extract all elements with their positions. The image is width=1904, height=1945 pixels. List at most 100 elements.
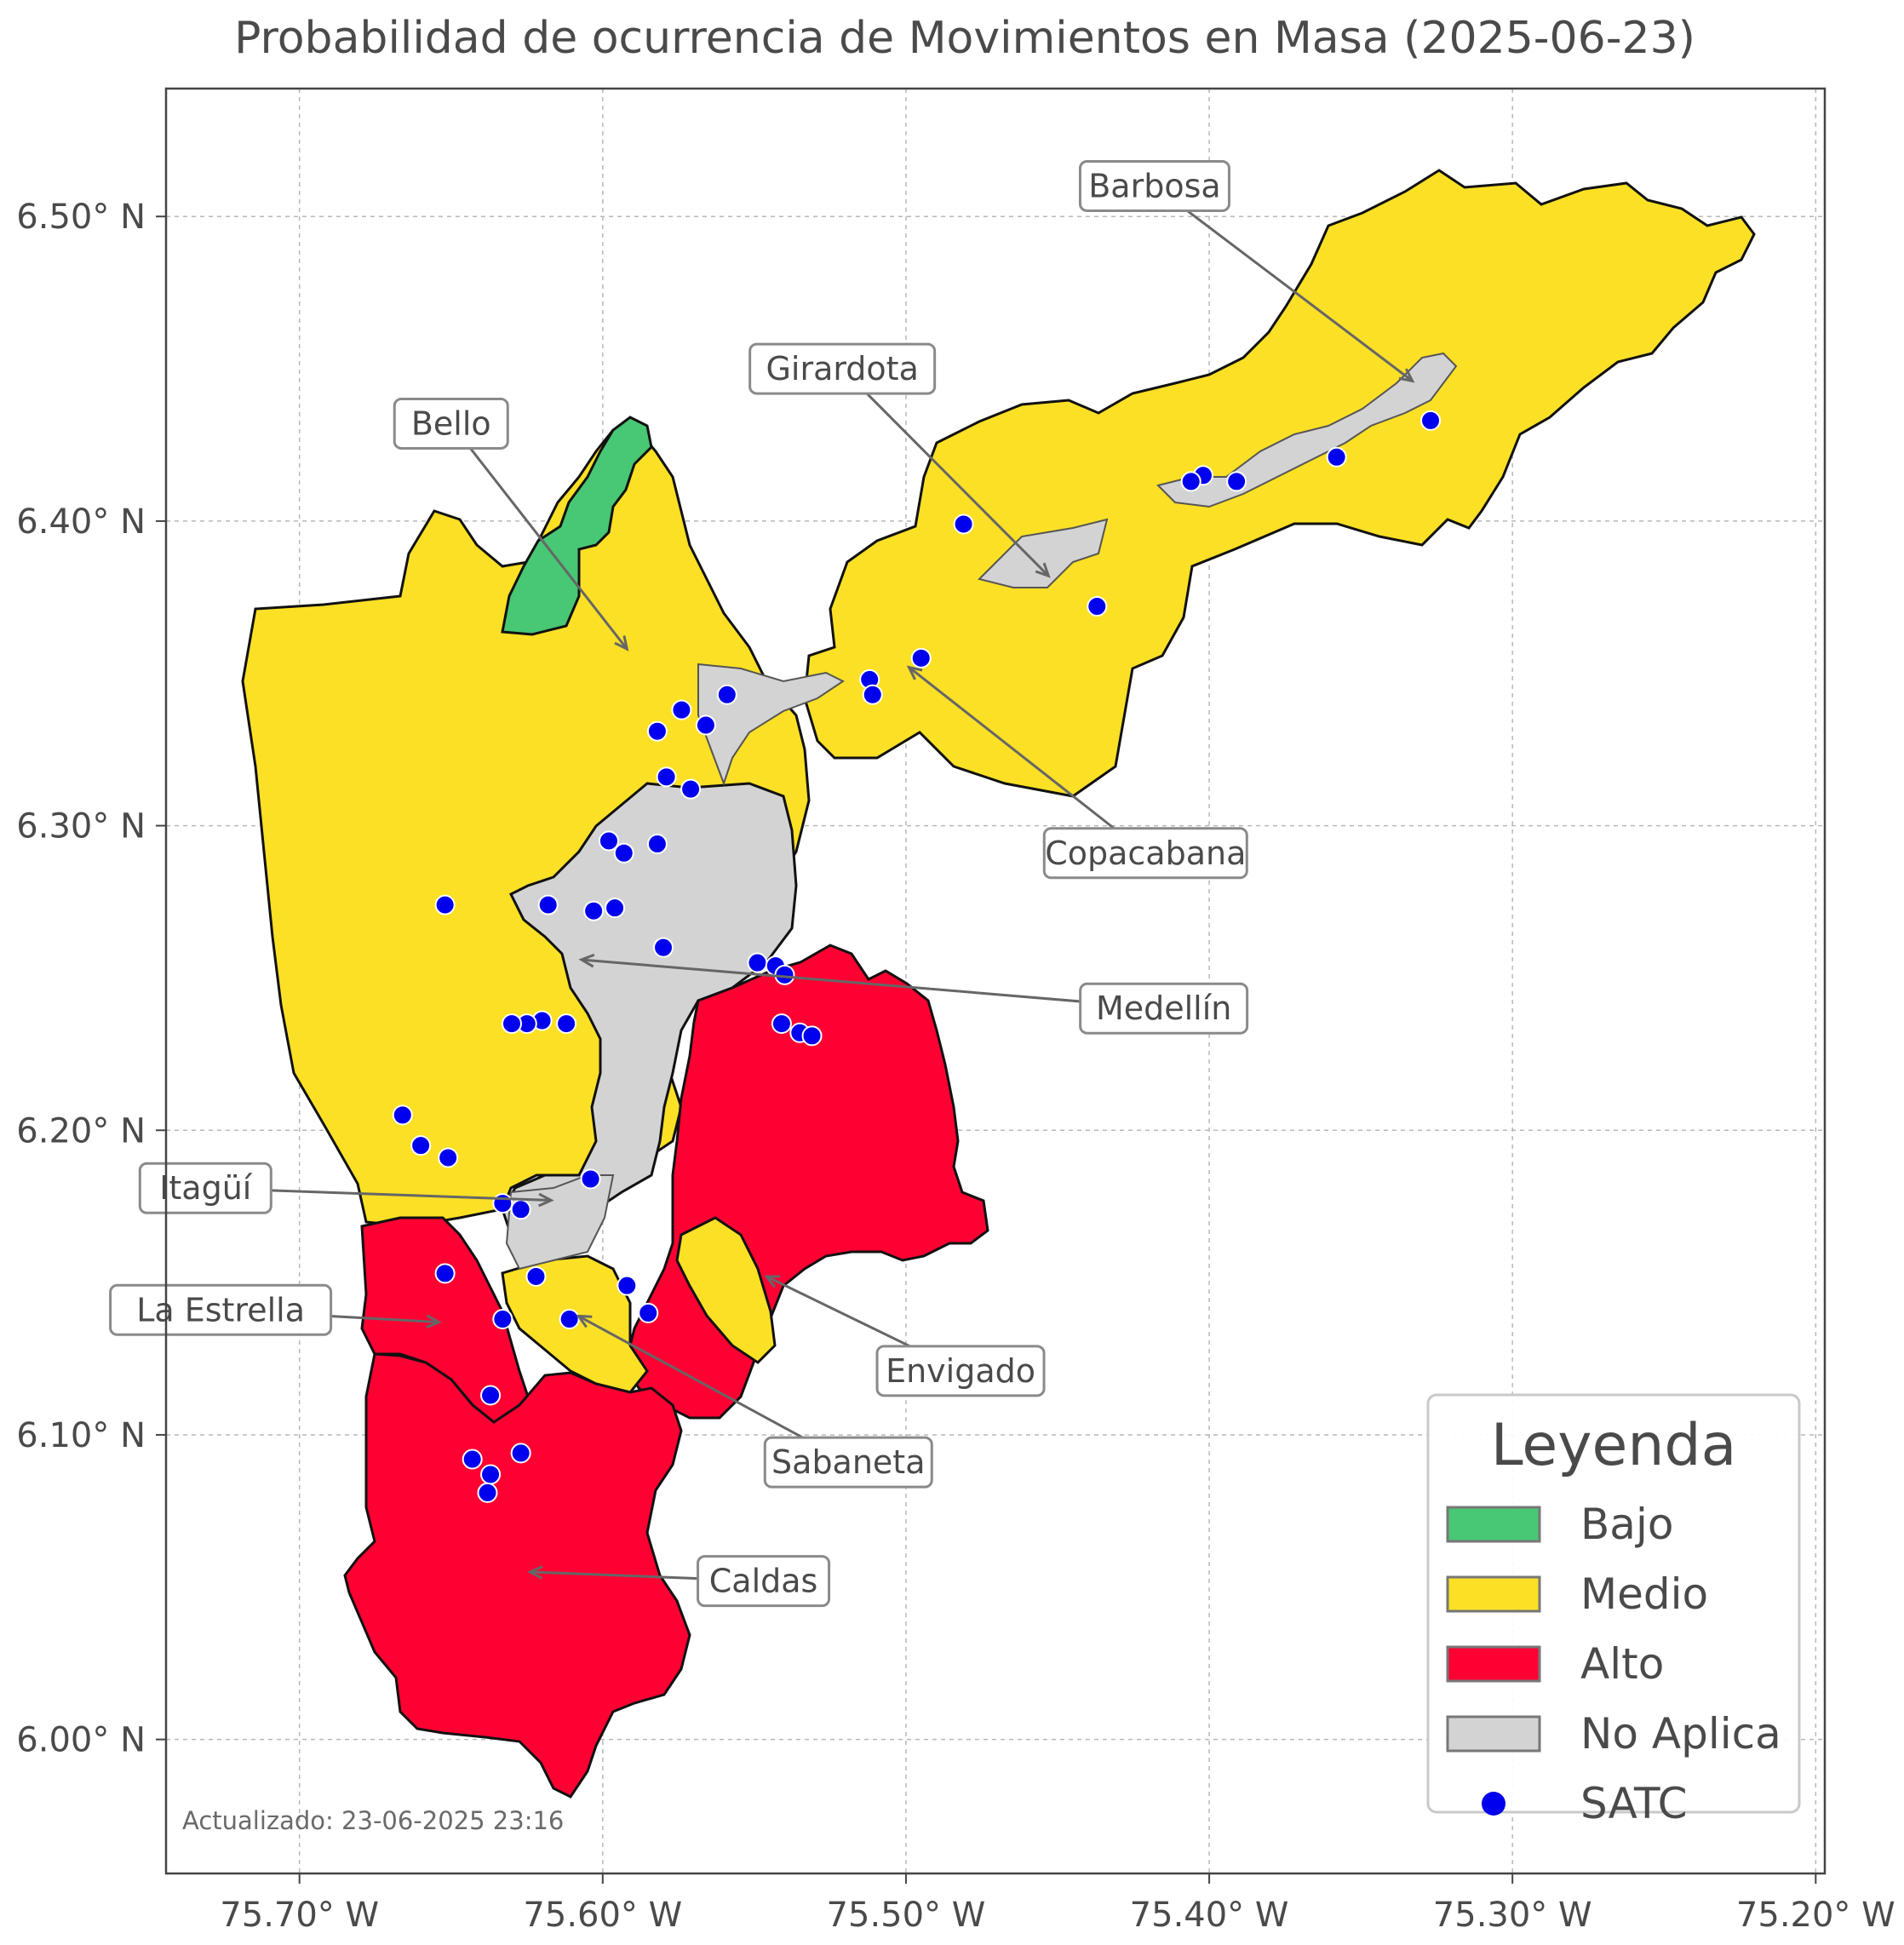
label-box (1079, 982, 1249, 1035)
label-arrowhead (764, 1275, 781, 1288)
satc-point[interactable] (1087, 596, 1108, 617)
legend-item: Medio (1446, 1569, 1708, 1619)
satc-point[interactable] (510, 1199, 531, 1220)
satc-point[interactable] (953, 514, 974, 535)
satc-point[interactable] (695, 714, 716, 736)
x-tick-label: 75.30° W (1433, 1896, 1592, 1935)
satc-point[interactable] (537, 894, 559, 915)
label-text: La Estrella (136, 1291, 305, 1328)
y-tick-label: 6.10° N (16, 1416, 146, 1455)
label-text: Itagüí (159, 1169, 253, 1207)
label-arrowhead (1398, 368, 1415, 383)
legend-label: Bajo (1580, 1500, 1673, 1549)
label-text: Barbosa (1088, 167, 1220, 204)
label-text: Girardota (766, 350, 918, 387)
satc-point[interactable] (638, 1302, 659, 1323)
satc-point[interactable] (1180, 471, 1201, 492)
satc-point[interactable] (392, 1104, 413, 1126)
satc-point[interactable] (580, 1168, 601, 1190)
satc-point[interactable] (1326, 446, 1347, 468)
region-caldas-alto (343, 1352, 691, 1799)
x-tick-label: 75.70° W (220, 1896, 379, 1935)
label-arrow (841, 368, 1050, 577)
satc-point[interactable] (501, 1013, 522, 1035)
municipality-label: Medellín (578, 953, 1249, 1035)
legend-box (1426, 1393, 1801, 1814)
satc-point[interactable] (747, 952, 768, 973)
label-arrowhead (576, 1314, 593, 1328)
satc-point[interactable] (771, 1013, 792, 1035)
region-bajo (501, 416, 653, 636)
satc-point[interactable] (510, 1443, 531, 1464)
satc-point[interactable] (438, 1147, 459, 1168)
label-arrowhead (578, 953, 595, 968)
legend-dot (1482, 1792, 1505, 1816)
label-arrow (908, 666, 1147, 854)
satc-point[interactable] (1226, 471, 1247, 492)
legend-item: No Aplica (1446, 1709, 1781, 1759)
label-box (393, 397, 509, 450)
municipality-label: Envigado (764, 1275, 1046, 1397)
satc-point[interactable] (1420, 410, 1442, 431)
legend-label: Alto (1580, 1639, 1664, 1689)
satc-point[interactable] (525, 1265, 547, 1287)
x-tick-label: 75.20° W (1736, 1896, 1895, 1935)
label-text: Bello (411, 404, 491, 442)
y-tick-label: 6.30° N (16, 807, 146, 846)
label-arrow (1154, 185, 1414, 382)
label-text: Copacabana (1045, 835, 1246, 872)
municipality-label: Sabaneta (576, 1314, 933, 1489)
label-box (1078, 159, 1230, 212)
satc-point[interactable] (410, 1135, 432, 1156)
satc-point[interactable] (617, 1275, 638, 1296)
label-arrow (581, 958, 1164, 1010)
label-box (763, 1436, 933, 1489)
region-girardota-urban (978, 518, 1109, 588)
legend-label: No Aplica (1580, 1709, 1781, 1759)
satc-point[interactable] (910, 647, 932, 668)
satc-point[interactable] (559, 1309, 580, 1330)
municipality-label: Barbosa (1078, 159, 1415, 383)
label-arrowhead (538, 1192, 554, 1208)
municipality-label: Bello (393, 397, 629, 651)
y-tick-label: 6.50° N (16, 198, 146, 237)
region-sabaneta-medio (675, 1216, 777, 1364)
label-text: Envigado (886, 1352, 1035, 1390)
legend-swatch (1446, 1506, 1541, 1543)
legend-swatch (1446, 1575, 1541, 1613)
plot-frame (164, 87, 1827, 1875)
x-tick-label: 75.60° W (523, 1896, 682, 1935)
satc-point[interactable] (862, 684, 883, 705)
satc-point[interactable] (583, 900, 605, 921)
satc-point[interactable] (598, 830, 619, 852)
label-box (748, 342, 937, 395)
satc-point[interactable] (605, 898, 626, 919)
satc-point[interactable] (492, 1309, 513, 1330)
label-text: Caldas (709, 1563, 818, 1600)
satc-point[interactable] (477, 1482, 498, 1503)
satc-point[interactable] (656, 766, 677, 788)
satc-point[interactable] (480, 1464, 502, 1485)
x-axis-ticks: 75.70° W 75.60° W 75.50° W 75.40° W 75.30° W… (220, 1873, 1895, 1935)
satc-point[interactable] (646, 720, 668, 742)
municipality-label: Itagüí (138, 1162, 554, 1214)
satc-point[interactable] (434, 1263, 456, 1284)
satc-point[interactable] (801, 1025, 823, 1047)
satc-point[interactable] (671, 699, 692, 720)
satc-point[interactable] (556, 1013, 577, 1035)
satc-point[interactable] (653, 937, 674, 958)
satc-point[interactable] (680, 778, 702, 800)
satc-point[interactable] (492, 1193, 513, 1214)
legend-label: Medio (1580, 1569, 1708, 1619)
legend-swatch (1446, 1715, 1541, 1753)
satc-point[interactable] (716, 684, 737, 705)
satc-point[interactable] (434, 894, 456, 915)
satc-point[interactable] (646, 834, 668, 855)
region-barbosa-urban (1156, 352, 1458, 508)
satc-point[interactable] (613, 842, 634, 863)
label-box (1042, 827, 1248, 880)
label-text: Sabaneta (771, 1443, 925, 1481)
satc-point[interactable] (480, 1385, 502, 1406)
satc-point[interactable] (462, 1449, 483, 1470)
